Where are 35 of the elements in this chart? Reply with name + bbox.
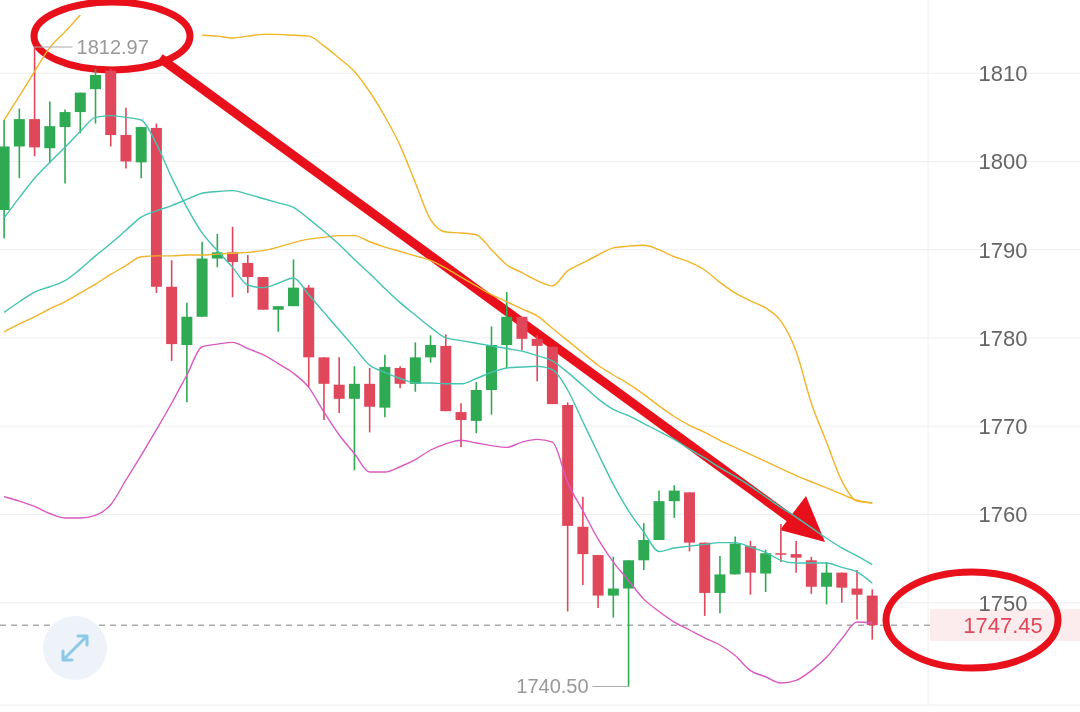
y-tick-label: 1790 — [978, 237, 1028, 263]
candlestick — [790, 540, 802, 574]
annotation: 1812.97 — [76, 36, 149, 59]
candlestick — [455, 402, 467, 449]
candlestick — [333, 356, 345, 414]
candlestick — [272, 305, 284, 333]
y-tick-label: 1780 — [978, 325, 1028, 351]
candlestick — [242, 254, 254, 294]
candlestick — [607, 555, 619, 619]
candlestick — [90, 68, 101, 125]
y-tick-label: 1760 — [978, 502, 1028, 528]
candlestick — [851, 569, 863, 621]
candlestick — [775, 523, 787, 563]
candlestick — [59, 108, 71, 185]
candlestick — [74, 91, 86, 135]
candlestick — [531, 334, 543, 382]
y-tick-label: 1800 — [978, 149, 1028, 175]
candlestick — [44, 100, 56, 165]
annotation: 1740.50 — [516, 675, 589, 698]
ref-line-label: 1747.45 — [963, 613, 1043, 639]
candlestick — [394, 365, 406, 390]
candlestick — [638, 522, 650, 571]
candlestick — [348, 365, 360, 472]
candlestick — [821, 561, 833, 606]
candlestick — [364, 367, 376, 434]
candlestick — [668, 484, 680, 519]
candlestick — [516, 315, 528, 352]
candlestick — [760, 548, 772, 593]
candlestick — [288, 258, 299, 307]
candlestick — [836, 571, 848, 604]
y-tick-label: 1770 — [978, 414, 1028, 440]
candlestick — [714, 555, 726, 615]
y-tick-label: 1810 — [978, 61, 1028, 87]
candlestick — [425, 334, 437, 364]
y-tick-label: 1750 — [978, 590, 1028, 616]
